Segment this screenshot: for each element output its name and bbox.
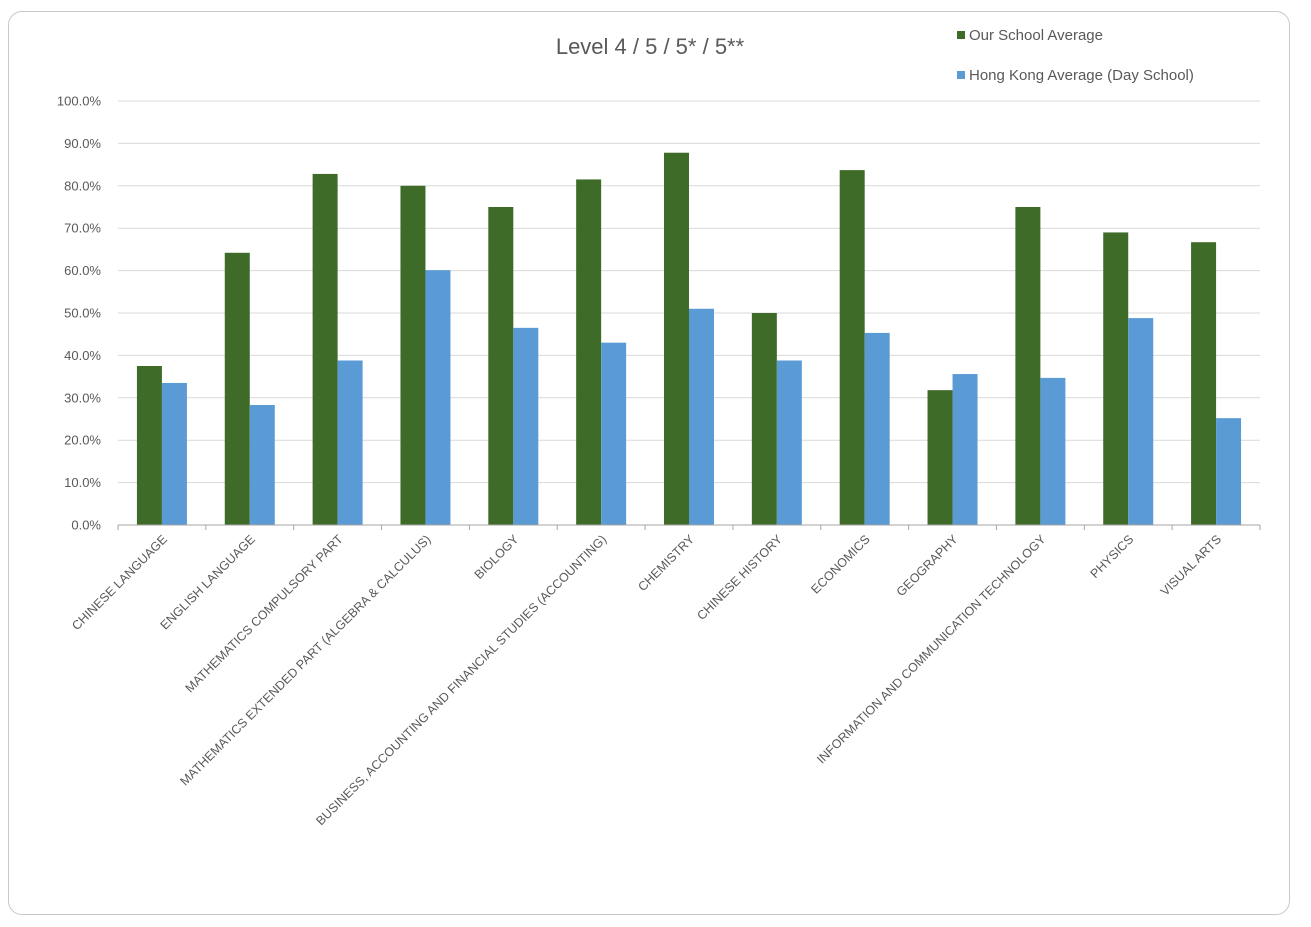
x-category-label: ENGLISH LANGUAGE [158,532,258,632]
bar-hk-5 [601,342,627,525]
bar-hk-0 [161,382,187,525]
x-category-label: CHINESE LANGUAGE [69,532,170,633]
x-category-label: PHYSICS [1088,532,1137,581]
bar-school-9 [927,390,953,525]
x-category-label: VISUAL ARTS [1158,532,1224,598]
bar-school-6 [664,152,689,525]
y-tick-label: 20.0% [64,433,101,448]
legend-label-0: Our School Average [969,27,1103,44]
y-tick-label: 30.0% [64,390,101,405]
bar-school-0 [136,366,162,525]
bar-hk-4 [513,327,539,525]
legend-label-1: Hong Kong Average (Day School) [969,67,1194,84]
x-category-label: CHINESE HISTORY [694,532,785,623]
y-tick-label: 0.0% [71,518,101,533]
bar-school-11 [1103,232,1129,525]
bar-hk-7 [776,360,802,525]
bar-hk-9 [952,374,978,525]
legend-swatch-0 [957,31,965,39]
bar-school-4 [488,207,514,525]
bar-school-12 [1191,242,1217,525]
bar-school-7 [751,313,777,525]
bar-hk-8 [864,332,890,525]
y-tick-label: 70.0% [64,221,101,236]
bar-hk-3 [425,270,451,525]
legend: Our School Average Hong Kong Average (Day… [957,27,1194,84]
y-tick-label: 100.0% [57,94,102,109]
x-category-label: BUSINESS, ACCOUNTING AND FINANCIAL STUDI… [313,532,609,828]
y-tick-label: 60.0% [64,263,101,278]
bar-school-3 [400,185,426,526]
bar-hk-2 [337,360,363,525]
y-tick-label: 80.0% [64,178,101,193]
bar-school-8 [839,170,865,525]
y-tick-label: 40.0% [64,348,101,363]
x-category-label: GEOGRAPHY [894,532,961,599]
bar-hk-1 [249,405,275,525]
bars [136,152,1242,526]
x-category-label: BIOLOGY [472,532,522,582]
y-tick-label: 90.0% [64,136,101,151]
chart-title: Level 4 / 5 / 5* / 5** [556,34,745,59]
bar-school-10 [1015,207,1041,525]
gridlines [118,100,1260,484]
x-category-label: MATHEMATICS COMPULSORY PART [183,532,346,695]
bar-hk-10 [1040,377,1066,525]
bar-school-5 [576,179,602,525]
bar-hk-12 [1216,418,1242,525]
legend-swatch-1 [957,71,965,79]
x-category-label: ECONOMICS [808,532,872,596]
bar-school-2 [312,173,338,526]
chart-frame [8,11,1290,915]
x-category-label: CHEMISTRY [635,532,697,594]
bar-school-1 [224,252,250,526]
y-tick-label: 50.0% [64,306,101,321]
bar-hk-6 [689,308,714,525]
bar-hk-11 [1128,318,1154,525]
y-tick-label: 10.0% [64,475,101,490]
